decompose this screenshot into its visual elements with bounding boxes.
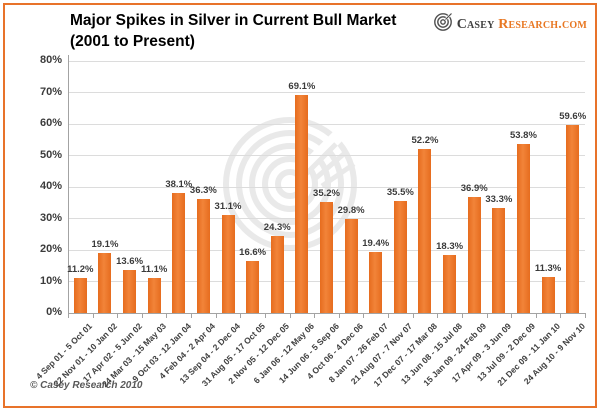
y-axis-tick-label: 40%: [39, 180, 62, 192]
x-axis-tick: [511, 314, 513, 318]
bar-value-label: 52.2%: [411, 134, 439, 146]
x-axis-tick: [191, 314, 193, 318]
bar: [393, 201, 407, 313]
bar-value-label: 18.3%: [436, 241, 464, 253]
x-axis-tick: [486, 314, 488, 318]
bar: [196, 198, 210, 313]
bar-value-label: 38.1%: [165, 178, 193, 190]
bar: [270, 236, 284, 313]
bar-value-label: 11.2%: [67, 263, 94, 275]
bar-value-label: 11.1%: [140, 264, 168, 276]
bar: [221, 215, 235, 313]
x-axis-tick: [388, 314, 390, 318]
bar-value-label: 29.8%: [337, 205, 365, 217]
x-axis-tick: [314, 314, 316, 318]
y-axis-tick-label: 20%: [39, 243, 62, 255]
x-axis-line: [68, 313, 586, 314]
bar: [98, 252, 112, 313]
x-axis-tick: [437, 314, 439, 318]
bar-value-label: 33.3%: [485, 194, 513, 206]
bar: [147, 278, 161, 313]
gridline: [68, 92, 585, 93]
x-axis-tick: [166, 314, 168, 318]
bar-value-label: 35.2%: [313, 188, 340, 200]
watermark-spiral-icon: [218, 112, 368, 262]
y-axis-tick-label: 80%: [39, 54, 62, 66]
bar: [369, 251, 383, 313]
bar: [443, 255, 457, 313]
logo-text: Casey Research.com: [457, 17, 587, 33]
y-axis-tick-label: 70%: [39, 85, 62, 98]
bar: [73, 277, 87, 313]
y-axis-line: [68, 55, 69, 314]
x-axis-tick: [461, 314, 463, 318]
x-axis-tick: [338, 314, 340, 318]
bar: [123, 270, 137, 313]
x-axis-tick: [412, 314, 414, 318]
y-axis-tick-label: 30%: [39, 211, 62, 224]
bar-value-label: 36.9%: [460, 182, 488, 194]
x-axis-tick: [141, 314, 143, 318]
copyright-note: © Casey Research 2010: [30, 380, 143, 391]
bar-value-label: 59.6%: [559, 111, 587, 123]
chart-title: Major Spikes in Silver in Current Bull M…: [70, 10, 470, 52]
bar-value-label: 24.3%: [263, 222, 291, 234]
y-axis-tick-label: 60%: [39, 117, 62, 129]
bar: [516, 143, 530, 313]
bar: [492, 208, 506, 313]
bar: [172, 192, 186, 313]
bar: [541, 277, 555, 313]
x-axis-tick: [117, 314, 119, 318]
x-axis-tick: [92, 314, 94, 318]
bar-value-label: 16.6%: [239, 246, 267, 258]
x-axis-tick: [289, 314, 291, 318]
x-axis-tick: [585, 314, 586, 318]
chart-title-line2: (2001 to Present): [70, 33, 195, 50]
y-axis-tick-label: 0%: [46, 306, 62, 318]
gridline: [68, 60, 585, 62]
logo-spiral-icon: [432, 11, 454, 38]
x-axis-tick: [535, 314, 537, 318]
bar-value-label: 19.4%: [362, 237, 390, 249]
x-axis-tick: [215, 314, 217, 318]
bar: [320, 202, 333, 313]
y-axis-tick-label: 50%: [39, 148, 62, 161]
bar: [418, 148, 432, 313]
x-axis-tick: [240, 314, 242, 318]
y-axis-tick-label: 10%: [39, 274, 62, 287]
bar-value-label: 13.6%: [116, 256, 144, 268]
bar-value-label: 11.3%: [534, 263, 562, 275]
bar: [467, 196, 481, 313]
x-axis-tick: [68, 314, 69, 318]
bar-value-label: 36.3%: [189, 184, 217, 196]
bar: [344, 219, 358, 313]
x-axis-tick: [264, 314, 266, 318]
casey-research-logo: Casey Research.com: [432, 11, 587, 38]
x-axis-tick: [363, 314, 365, 318]
bar-value-label: 35.5%: [386, 187, 414, 199]
bar: [246, 260, 260, 313]
bar-value-label: 19.1%: [91, 238, 119, 250]
chart-title-line1: Major Spikes in Silver in Current Bull M…: [70, 12, 397, 29]
logo-text-research: Research.com: [498, 16, 587, 32]
gridline: [68, 123, 585, 125]
bar: [295, 95, 309, 313]
bar: [566, 125, 580, 313]
logo-text-casey: Casey: [456, 16, 495, 32]
x-axis-tick: [560, 314, 562, 318]
gridline: [68, 186, 585, 188]
bar-value-label: 53.8%: [509, 129, 537, 141]
bar-value-label: 31.1%: [214, 201, 242, 213]
bar-value-label: 69.1%: [288, 81, 316, 93]
gridline: [68, 155, 585, 156]
